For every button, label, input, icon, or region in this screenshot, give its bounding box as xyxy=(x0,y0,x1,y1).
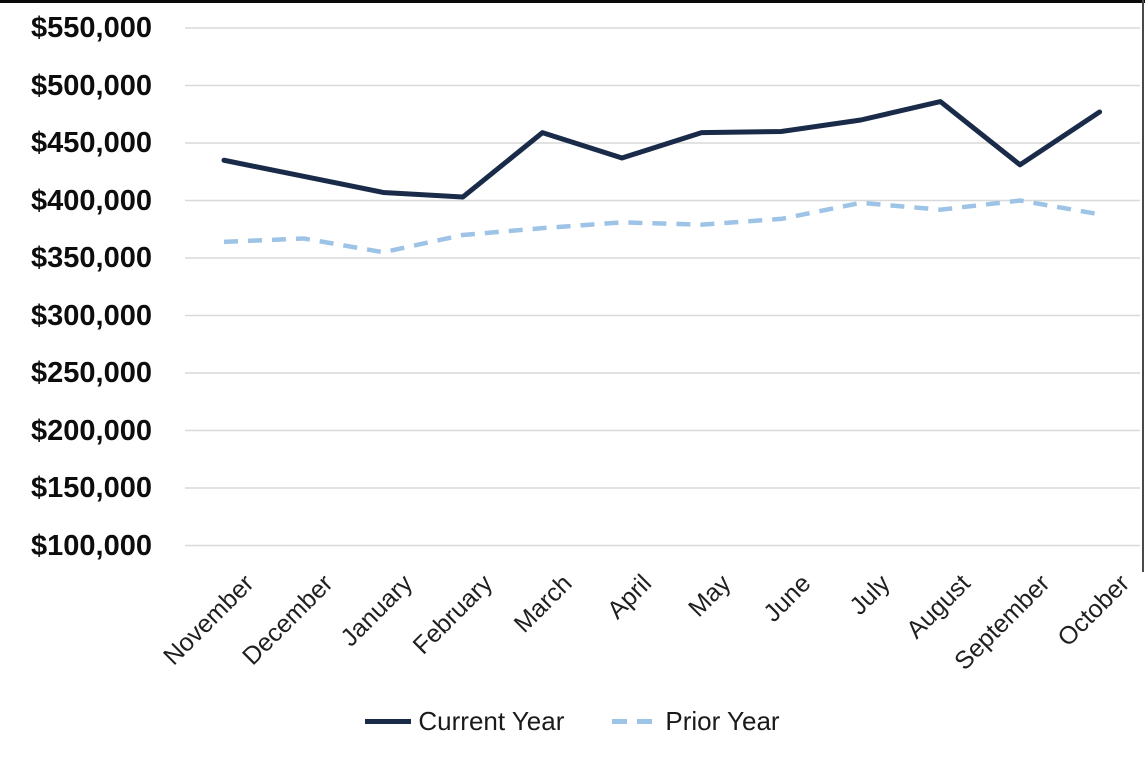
y-axis-tick-label: $250,000 xyxy=(31,357,152,389)
y-axis-tick-label: $200,000 xyxy=(31,414,152,447)
y-axis-tick-label: $400,000 xyxy=(31,184,152,217)
current-year-line-swatch xyxy=(365,719,412,724)
y-axis-tick-label: $500,000 xyxy=(31,69,152,102)
y-axis-tick-label: $550,000 xyxy=(31,12,152,44)
legend-item-prior-year: Prior Year xyxy=(612,706,780,737)
legend-item-current-year: Current Year xyxy=(365,706,564,737)
y-axis-tick-label: $100,000 xyxy=(31,529,152,562)
y-axis-tick-label: $450,000 xyxy=(31,127,152,159)
prior-year-dashed-swatch xyxy=(612,719,659,724)
y-axis-tick-label: $350,000 xyxy=(31,242,152,274)
legend-label-prior-year: Prior Year xyxy=(665,706,780,736)
prior-year-line xyxy=(223,198,1100,255)
y-axis-tick-label: $150,000 xyxy=(31,472,152,504)
y-axis-tick-label: $300,000 xyxy=(31,299,152,332)
legend-label-current-year: Current Year xyxy=(418,706,565,736)
chart-right-border xyxy=(1142,0,1144,572)
chart-top-border xyxy=(0,0,1145,3)
current-year-line xyxy=(221,99,1103,200)
chart-legend: Current Year Prior Year xyxy=(0,706,1145,737)
